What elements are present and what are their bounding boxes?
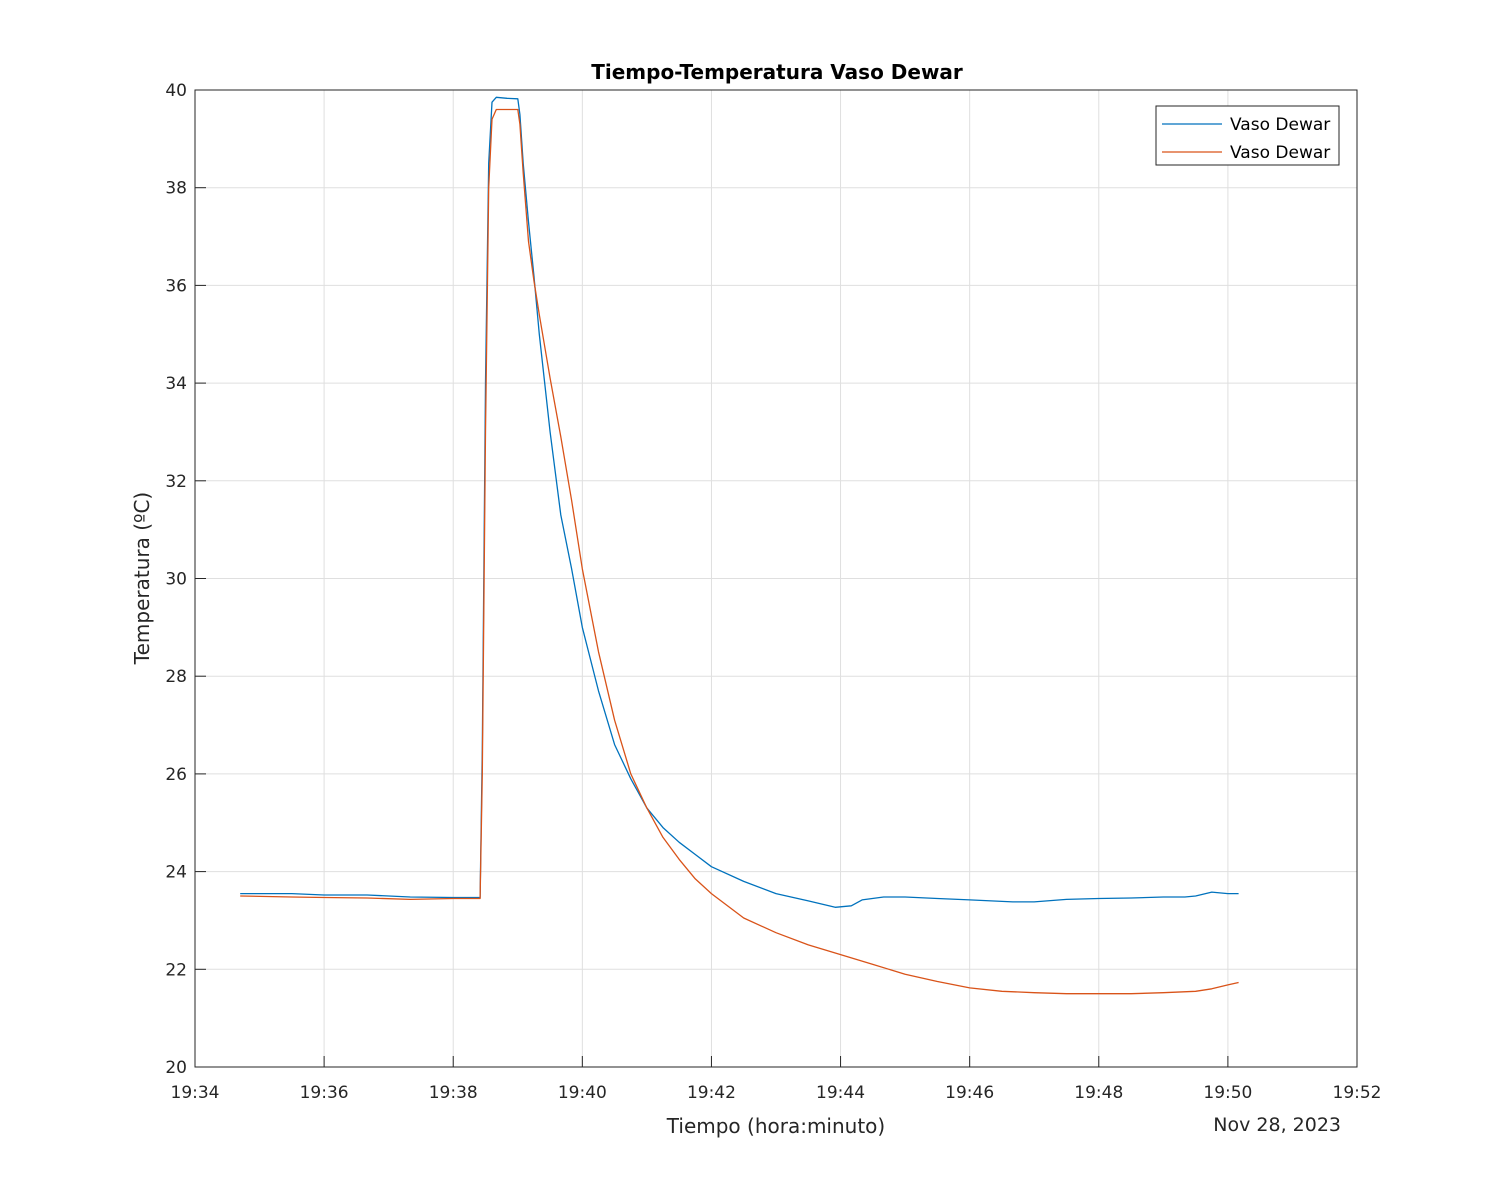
- date-label: Nov 28, 2023: [1213, 1114, 1341, 1136]
- y-axis-label: Temperatura (ºC): [130, 492, 154, 665]
- legend-box: [1155, 105, 1340, 166]
- x-tick-label: 19:36: [300, 1083, 349, 1103]
- series-line-2: [240, 108, 1239, 995]
- y-tick-label: 28: [165, 667, 187, 687]
- x-tick-label: 19:46: [945, 1083, 994, 1103]
- series-line-1: [240, 96, 1239, 908]
- legend: Vaso Dewar Vaso Dewar: [1155, 105, 1340, 166]
- series-layer: [240, 96, 1239, 995]
- y-tick-label: 38: [165, 179, 187, 199]
- grid: [194, 89, 1358, 1068]
- chart-title: Tiempo-Temperatura Vaso Dewar: [591, 60, 963, 84]
- y-tick-label: 24: [165, 863, 187, 883]
- y-tick-label: 32: [165, 472, 187, 492]
- x-tick-label: 19:48: [1074, 1083, 1123, 1103]
- x-tick-label: 19:40: [558, 1083, 607, 1103]
- x-tick-label: 19:42: [687, 1083, 736, 1103]
- y-tick-label: 30: [165, 570, 187, 590]
- x-tick-label: 19:52: [1333, 1083, 1382, 1103]
- x-tick-label: 19:50: [1203, 1083, 1252, 1103]
- axis-ticks: 19:34 19:36 19:38 19:40 19:42 19:44 19:46 19:48…: [165, 81, 1381, 1103]
- x-tick-label: 19:38: [429, 1083, 478, 1103]
- y-tick-label: 26: [165, 765, 187, 785]
- y-tick-label: 20: [165, 1058, 187, 1078]
- x-tick-label: 19:34: [171, 1083, 220, 1103]
- y-tick-label: 22: [165, 960, 187, 980]
- y-tick-label: 34: [165, 374, 187, 394]
- y-tick-label: 36: [165, 276, 187, 296]
- y-tick-label: 40: [165, 81, 187, 101]
- legend-label: Vaso Dewar: [1230, 115, 1330, 135]
- legend-label: Vaso Dewar: [1230, 143, 1330, 163]
- x-axis-label: Tiempo (hora:minuto): [666, 1114, 885, 1138]
- x-tick-label: 19:44: [816, 1083, 865, 1103]
